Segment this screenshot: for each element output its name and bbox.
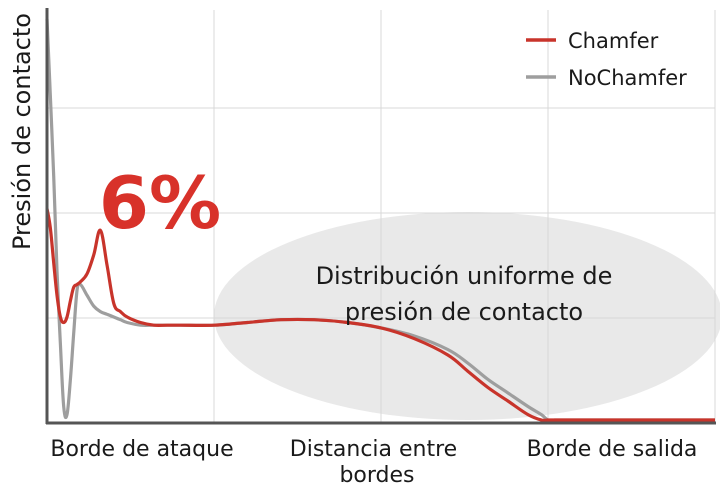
series-line-chamfer <box>45 208 715 423</box>
x-tick-label-middle-line-2: bordes <box>339 463 414 488</box>
ellipse-text-line-2: presión de contacto <box>345 298 583 326</box>
annotation-percent: 6% <box>99 161 221 245</box>
legend: Chamfer NoChamfer <box>526 29 687 90</box>
ellipse-text-line-1: Distribución uniforme de <box>316 262 613 290</box>
legend-label-nochamfer: NoChamfer <box>568 66 687 90</box>
series-layer <box>45 18 715 423</box>
x-tick-label-trailing-edge: Borde de salida <box>527 437 698 462</box>
uniform-pressure-ellipse <box>214 212 720 420</box>
y-axis-label: Presión de contacto <box>8 13 36 250</box>
x-tick-label-leading-edge: Borde de ataque <box>50 437 233 462</box>
grid <box>47 10 716 423</box>
legend-label-chamfer: Chamfer <box>568 29 659 53</box>
x-tick-label-middle: Distancia entre bordes <box>290 437 464 488</box>
x-tick-label-middle-line-1: Distancia entre <box>290 437 457 462</box>
